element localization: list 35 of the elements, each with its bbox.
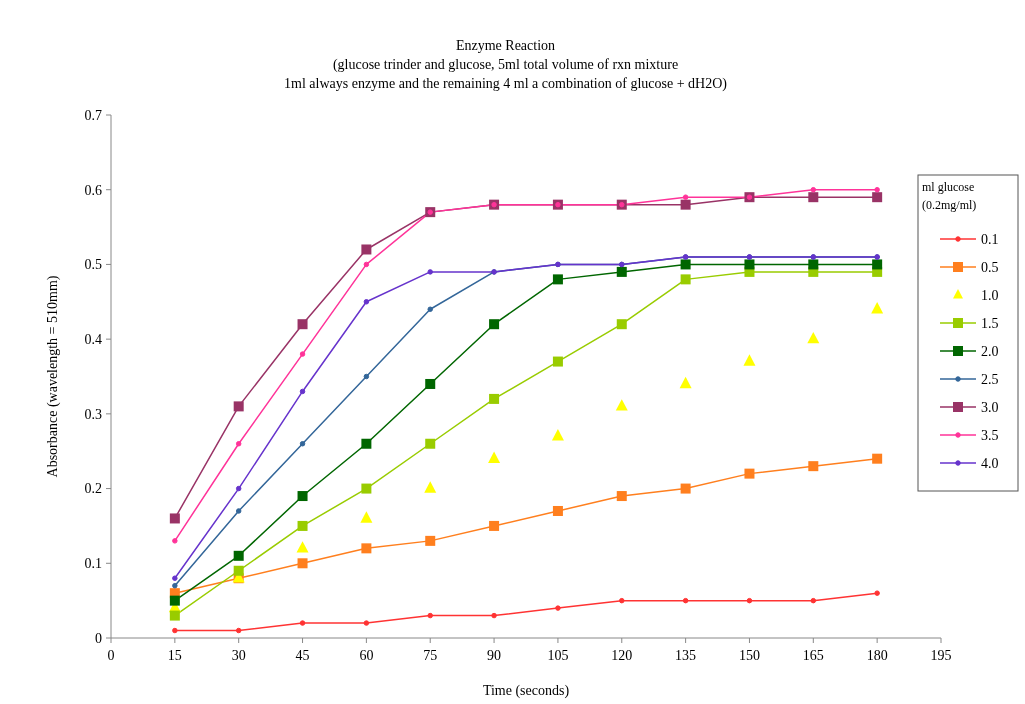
y-tick-label: 0.5 [84, 257, 102, 273]
x-tick-label: 30 [231, 648, 246, 663]
y-axis-title: Absorbance (wavelength = 510mm) [45, 275, 61, 478]
x-tick-label: 150 [738, 648, 760, 663]
legend-label: 0.1 [981, 231, 999, 247]
y-tick-label: 0.2 [84, 481, 102, 497]
x-axis-title: Time (seconds) [482, 683, 570, 699]
y-tick-label: 0.3 [84, 406, 102, 422]
x-tick-label: 45 [295, 648, 310, 663]
x-tick-label: 15 [167, 648, 182, 663]
legend-label: 1.5 [981, 315, 999, 331]
x-tick-label: 75 [423, 648, 438, 663]
x-tick-label: 165 [802, 648, 824, 663]
legend-label: 3.0 [981, 399, 999, 415]
y-tick-label: 0.1 [84, 556, 102, 572]
y-tick-label: 0.7 [84, 107, 102, 123]
legend-label: 4.0 [981, 455, 999, 471]
legend-label: 0.5 [981, 259, 999, 275]
x-tick-label: 195 [930, 648, 952, 663]
x-tick-label: 60 [359, 648, 374, 663]
x-tick-label: 90 [487, 648, 502, 663]
legend-label: 2.0 [981, 343, 999, 359]
legend-label: 1.0 [981, 287, 999, 303]
x-tick-label: 180 [866, 648, 888, 663]
legend-label: 3.5 [981, 427, 999, 443]
x-tick-label: 135 [675, 648, 697, 663]
legend-label: 2.5 [981, 371, 999, 387]
y-tick-label: 0.4 [84, 332, 102, 348]
x-tick-label: 0 [107, 648, 115, 663]
y-tick-label: 0.6 [84, 182, 102, 198]
x-tick-label: 120 [611, 648, 633, 663]
chart-title: Enzyme Reaction (glucose trinder and glucose, 5ml total volume of rxn mixture 1ml always enzyme and the remaining 4 ml a combination of glucose + dH2O) [284, 38, 728, 92]
legend-title: ml glucose (0.2mg/ml) [922, 180, 977, 212]
x-tick-label: 105 [547, 648, 569, 663]
y-tick-label: 0 [95, 630, 102, 646]
